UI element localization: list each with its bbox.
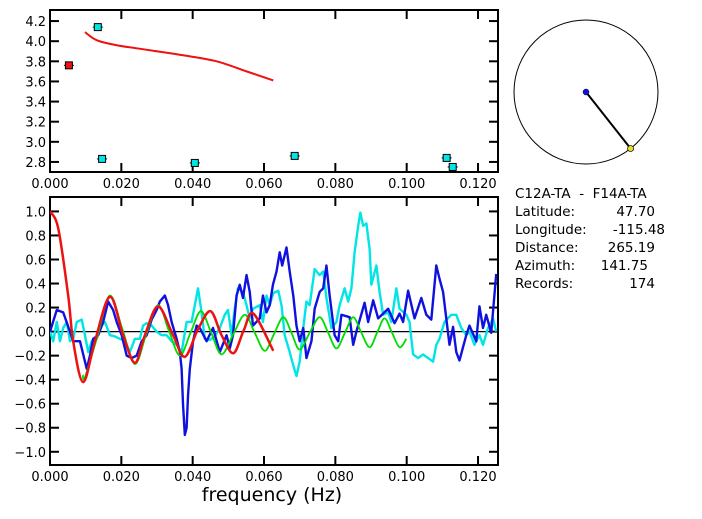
- latitude-label: Latitude:: [515, 204, 575, 220]
- latitude-value: 47.70: [616, 204, 655, 220]
- y-tick-label: 0.8: [25, 229, 46, 244]
- y-tick-label: 0.6: [25, 253, 46, 268]
- map-circle: [513, 19, 659, 165]
- longitude-label: Longitude:: [515, 222, 587, 238]
- x-tick-label: 0.040: [174, 470, 211, 485]
- longitude-value: -115.48: [613, 222, 665, 238]
- x-tick-label: 0.120: [459, 177, 496, 192]
- remote-station-marker: [627, 145, 634, 152]
- x-tick-label: 0.020: [103, 177, 140, 192]
- correlation-plot: 0.000 0.020 0.040 0.060 0.080 0.100 0.120 −1.0 −…: [14, 196, 499, 485]
- records-label: Records:: [515, 276, 573, 292]
- plot-frame: [49, 9, 499, 173]
- y-tick-label: −0.2: [14, 350, 46, 365]
- station-pair: C12A-TA - F14A-TA: [515, 186, 647, 202]
- x-tick-label: 0.080: [317, 470, 354, 485]
- velocity-point: [290, 151, 299, 160]
- azimuth-label: Azimuth:: [515, 258, 575, 274]
- x-axis-label: frequency (Hz): [202, 484, 342, 506]
- velocity-point: [93, 23, 102, 32]
- y-tick-label: 2.8: [25, 156, 46, 171]
- velocity-point: [190, 158, 199, 167]
- y-tick-label: 1.0: [25, 205, 46, 220]
- x-tick-label: 0.040: [174, 177, 211, 192]
- y-tick-label: 4.2: [25, 15, 46, 30]
- y-tick-label: 3.2: [25, 116, 46, 131]
- center-station-marker: [582, 88, 590, 96]
- info-panel: C12A-TA - F14A-TA Latitude: 47.70 Longit…: [515, 186, 665, 292]
- correlation-curve: [81, 294, 408, 381]
- y-tick-label: 3.6: [25, 75, 46, 90]
- y-tick-label: −1.0: [14, 446, 46, 461]
- dispersion-plot: 0.000 0.020 0.040 0.060 0.080 0.100 0.120 2.8 3.…: [25, 9, 499, 192]
- y-tick-label: 0.0: [25, 326, 46, 341]
- azimuth-line: [585, 91, 632, 150]
- y-tick-label: −0.8: [14, 422, 46, 437]
- x-tick-label: 0.100: [388, 470, 425, 485]
- plot-frame: [49, 196, 499, 466]
- y-tick-label: 4.0: [25, 35, 46, 50]
- correlation-curve: [50, 210, 275, 384]
- y-tick-label: 0.4: [25, 278, 46, 293]
- correlation-curve: [50, 246, 498, 437]
- x-tick-label: 0.000: [31, 470, 68, 485]
- x-tick-label: 0.100: [388, 177, 425, 192]
- dispersion-curve: [84, 31, 274, 82]
- velocity-point: [64, 61, 73, 70]
- y-tick-label: −0.4: [14, 374, 46, 389]
- velocity-point: [448, 162, 457, 171]
- x-tick-label: 0.060: [245, 470, 282, 485]
- y-tick-label: 3.8: [25, 55, 46, 70]
- correlation-curve: [50, 211, 498, 378]
- x-tick-label: 0.060: [245, 177, 282, 192]
- azimuth-value: 141.75: [601, 258, 648, 274]
- y-tick-label: −0.6: [14, 398, 46, 413]
- y-tick-label: 3.4: [25, 96, 46, 111]
- x-tick-label: 0.120: [459, 470, 496, 485]
- plot-area: [50, 210, 498, 437]
- x-tick-label: 0.020: [103, 470, 140, 485]
- distance-label: Distance:: [515, 240, 579, 256]
- plot-area: [63, 23, 458, 171]
- azimuth-map: [513, 19, 659, 165]
- records-value: 174: [629, 276, 655, 292]
- y-tick-label: 0.2: [25, 302, 46, 317]
- x-tick-label: 0.000: [31, 177, 68, 192]
- velocity-point: [98, 154, 107, 163]
- x-tick-label: 0.080: [317, 177, 354, 192]
- distance-value: 265.19: [608, 240, 655, 256]
- velocity-point: [442, 153, 451, 162]
- y-tick-label: 3.0: [25, 136, 46, 151]
